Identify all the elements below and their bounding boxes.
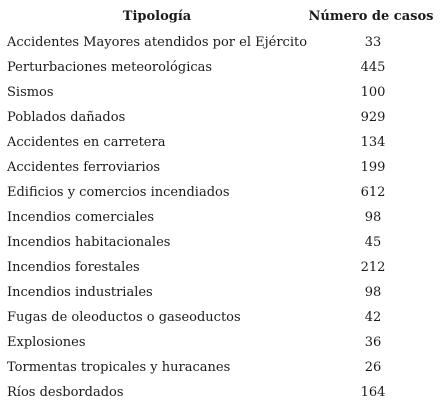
table-row: Incendios comerciales 98 — [0, 209, 443, 234]
table-row: Fugas de oleoductos o gaseoductos 42 — [0, 309, 443, 334]
table-row: Sismos 100 — [0, 84, 443, 109]
cell-numero-de-casos: 199 — [360, 160, 386, 175]
cell-tipologia: Ríos desbordados — [7, 385, 124, 400]
cell-numero-de-casos: 36 — [364, 335, 382, 350]
cell-tipologia: Accidentes ferroviarios — [7, 160, 161, 175]
cell-numero-de-casos: 134 — [360, 135, 386, 150]
table-row: Incendios habitacionales 45 — [0, 234, 443, 259]
cell-numero-de-casos: 612 — [360, 185, 386, 200]
cell-numero-de-casos: 98 — [364, 210, 382, 225]
header-numero-de-casos: Número de casos — [308, 9, 434, 24]
cell-tipologia: Incendios comerciales — [7, 210, 155, 225]
cell-tipologia: Accidentes Mayores atendidos por el Ejér… — [7, 35, 308, 50]
table-row: Accidentes ferroviarios 199 — [0, 159, 443, 184]
cell-numero-de-casos: 164 — [360, 385, 386, 400]
table-row: Incendios forestales 212 — [0, 259, 443, 284]
cell-numero-de-casos: 445 — [360, 60, 386, 75]
table-row: Accidentes en carretera 134 — [0, 134, 443, 159]
cell-numero-de-casos: 45 — [364, 235, 382, 250]
cell-numero-de-casos: 33 — [364, 35, 382, 50]
cell-tipologia: Fugas de oleoductos o gaseoductos — [7, 310, 241, 325]
cell-tipologia: Perturbaciones meteorológicas — [7, 60, 213, 75]
table-row: Ríos desbordados 164 — [0, 384, 443, 409]
cell-tipologia: Explosiones — [7, 335, 86, 350]
cell-tipologia: Accidentes en carretera — [7, 135, 166, 150]
cell-tipologia: Edificios y comercios incendiados — [7, 185, 230, 200]
header-tipologia: Tipología — [122, 9, 192, 24]
table-header: Tipología Número de casos — [0, 0, 443, 34]
cell-numero-de-casos: 42 — [364, 310, 382, 325]
cell-tipologia: Incendios habitacionales — [7, 235, 171, 250]
cell-tipologia: Poblados dañados — [7, 110, 126, 125]
cell-numero-de-casos: 98 — [364, 285, 382, 300]
cell-tipologia: Incendios forestales — [7, 260, 140, 275]
table-row: Incendios industriales 98 — [0, 284, 443, 309]
cell-numero-de-casos: 26 — [364, 360, 382, 375]
table-row: Edificios y comercios incendiados 612 — [0, 184, 443, 209]
table-row: Perturbaciones meteorológicas 445 — [0, 59, 443, 84]
table-row: Explosiones 36 — [0, 334, 443, 359]
table-row: Accidentes Mayores atendidos por el Ejér… — [0, 34, 443, 59]
cell-numero-de-casos: 100 — [360, 85, 386, 100]
table-body: Accidentes Mayores atendidos por el Ejér… — [0, 34, 443, 409]
cell-numero-de-casos: 212 — [360, 260, 386, 275]
table-row: Poblados dañados 929 — [0, 109, 443, 134]
cell-tipologia: Incendios industriales — [7, 285, 153, 300]
table-row: Tormentas tropicales y huracanes 26 — [0, 359, 443, 384]
cell-tipologia: Sismos — [7, 85, 54, 100]
cell-tipologia: Tormentas tropicales y huracanes — [7, 360, 231, 375]
cell-numero-de-casos: 929 — [360, 110, 386, 125]
